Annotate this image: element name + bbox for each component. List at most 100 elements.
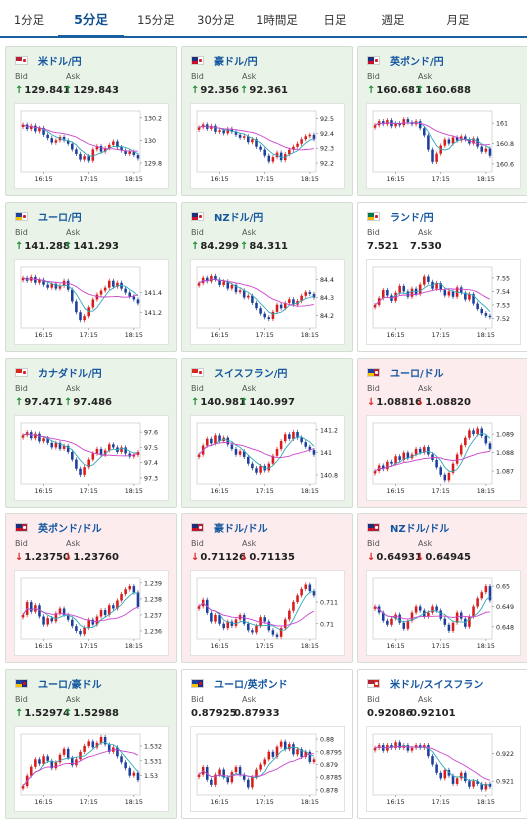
bid-value: 1.23750 [24, 552, 70, 563]
ask-value: 141.293 [73, 241, 119, 252]
pair-link[interactable]: ユーロ/英ポンド [191, 676, 288, 691]
candle-body [124, 589, 127, 595]
candle-body [373, 304, 377, 308]
tab-2[interactable]: 15分足 [137, 13, 175, 27]
candle-body [308, 446, 312, 451]
rate-card[interactable]: 豪ドル/ドル Bid Ask ↓0.71126 ↓0.71135 0.711 0.71 16:… [181, 513, 353, 663]
pair-link[interactable]: ランド/円 [367, 209, 434, 224]
candle-body [259, 146, 262, 150]
x-tick-label: 17:15 [432, 176, 450, 183]
rate-card[interactable]: NZドル/円 Bid Ask ↑84.299 ↑84.311 84.4 84.3 84.2 16… [181, 202, 353, 352]
candle-body [46, 438, 49, 443]
pair-link[interactable]: 英ポンド/ドル [15, 520, 102, 535]
ask-quote: ↓1.08820 [416, 397, 471, 408]
candlestick-chart[interactable]: 1.239 1.238 1.237 1.236 16:15 17:15 18:15 [14, 570, 169, 656]
tab-0[interactable]: 1分足 [13, 13, 45, 27]
candlestick-chart[interactable]: 84.4 84.3 84.2 16:15 17:15 18:15 [190, 259, 345, 345]
pair-link[interactable]: 英ポンド/円 [367, 53, 444, 68]
candle-body [238, 290, 242, 293]
tab-4[interactable]: 1時間足 [256, 13, 298, 27]
pair-link[interactable]: 米ドル/円 [15, 53, 82, 68]
candlestick-chart[interactable]: 0.88 0.8795 0.879 0.8785 0.878 16:15 17:15 18:1… [190, 726, 345, 812]
candle-body [271, 630, 275, 635]
candle-body [418, 606, 422, 611]
candle-body [300, 295, 303, 302]
x-tick-label: 16:15 [210, 643, 228, 650]
candle-body [288, 434, 291, 439]
candlestick-chart[interactable]: 130.2 130 129.8 16:15 17:15 18:15 [14, 103, 169, 189]
y-tick-label: 129.8 [144, 160, 162, 167]
candle-body [226, 621, 230, 629]
rate-card[interactable]: 豪ドル/円 Bid Ask ↑92.356 ↑92.361 92.5 92.4 92.3 92.… [181, 46, 353, 196]
candle-body [79, 153, 82, 160]
rate-card[interactable]: 英ポンド/ドル Bid Ask ↓1.23750 ↓1.23760 1.239 1.238 1… [5, 513, 177, 663]
tab-3[interactable]: 30分足 [197, 13, 235, 27]
candlestick-chart[interactable]: 141.2 141 140.8 16:15 17:15 18:15 [190, 415, 345, 501]
x-tick-label: 16:15 [34, 643, 52, 650]
candle-body [296, 749, 299, 755]
candlestick-chart[interactable]: 0.711 0.71 16:15 17:15 18:15 [190, 570, 345, 656]
ma-long-line [374, 746, 491, 781]
candlestick-chart[interactable]: 97.6 97.5 97.4 97.3 16:15 17:15 18:15 [14, 415, 169, 501]
rate-card[interactable]: 米ドル/スイスフラン Bid Ask 0.92086 0.92101 0.922 0.921… [357, 669, 527, 819]
candle-body [259, 465, 262, 473]
ma-long-line [22, 749, 139, 787]
candlestick-chart[interactable]: 7.55 7.54 7.53 7.52 16:15 17:15 18:15 [366, 259, 521, 345]
candlestick-chart[interactable]: 1.089 1.088 1.087 16:15 17:15 18:15 [366, 415, 521, 501]
tab-7[interactable]: 月足 [446, 13, 470, 27]
candlestick-chart[interactable]: 1.532 1.531 1.53 16:15 17:15 18:15 [14, 726, 169, 812]
pair-link[interactable]: 豪ドル/ドル [191, 520, 268, 535]
candle-body [79, 630, 82, 635]
tab-6[interactable]: 週足 [381, 13, 405, 27]
rate-card[interactable]: ユーロ/ドル Bid Ask ↓1.08816 ↓1.08820 1.089 1.088 1.… [357, 358, 527, 508]
pair-link[interactable]: ユーロ/円 [15, 209, 82, 224]
x-tick-label: 17:15 [432, 799, 450, 806]
tab-1[interactable]: 5分足 [58, 0, 124, 37]
rate-card[interactable]: ユーロ/豪ドル Bid Ask ↑1.52974 ↑1.52988 1.532 1.531 1… [5, 669, 177, 819]
tab-5[interactable]: 日足 [323, 13, 347, 27]
rate-card[interactable]: 英ポンド/円 Bid Ask ↑160.681 ↑160.688 161 160.8 160.… [357, 46, 527, 196]
rate-card[interactable]: NZドル/ドル Bid Ask ↓0.64931 ↓0.64945 0.65 0.649 0.… [357, 513, 527, 663]
candle-body [197, 454, 201, 458]
candlestick-chart[interactable]: 161 160.8 160.6 16:15 17:15 18:15 [366, 103, 521, 189]
candle-body [476, 428, 479, 435]
candle-body [116, 747, 119, 757]
pair-link[interactable]: ユーロ/豪ドル [15, 676, 102, 691]
candle-body [476, 138, 479, 147]
candle-body [259, 617, 262, 626]
rate-card[interactable]: カナダドル/円 Bid Ask ↑97.471 ↑97.486 97.6 97.5 97.4 9… [5, 358, 177, 508]
candlestick-chart[interactable]: 0.65 0.649 0.648 16:15 17:15 18:15 [366, 570, 521, 656]
candle-body [381, 465, 385, 470]
bid-label: Bid [15, 228, 28, 237]
pair-link[interactable]: 豪ドル/円 [191, 53, 258, 68]
bid-quote: ↑129.841 [15, 85, 70, 96]
candle-body [87, 156, 90, 161]
pair-link[interactable]: カナダドル/円 [15, 365, 102, 380]
candle-body [103, 736, 107, 745]
x-tick-label: 17:15 [432, 643, 450, 650]
rate-card[interactable]: ランド/円 Bid Ask 7.521 7.530 7.55 7.54 7.53 7.52 16:… [357, 202, 527, 352]
x-tick-label: 18:15 [125, 176, 143, 183]
candle-body [398, 285, 401, 293]
pair-link[interactable]: NZドル/円 [191, 209, 263, 224]
candlestick-chart[interactable]: 0.922 0.921 16:15 17:15 18:15 [366, 726, 521, 812]
pair-link[interactable]: スイスフラン/円 [191, 365, 287, 380]
candlestick-chart[interactable]: 92.5 92.4 92.3 92.2 16:15 17:15 18:15 [190, 103, 345, 189]
rate-card[interactable]: スイスフラン/円 Bid Ask ↑140.981 ↑140.997 141.2 141 14… [181, 358, 353, 508]
pair-link[interactable]: NZドル/ドル [367, 520, 449, 535]
rate-card[interactable]: ユーロ/英ポンド Bid Ask 0.87925 0.87933 0.88 0.8795 0.… [181, 669, 353, 819]
candle-body [234, 284, 238, 293]
rate-card[interactable]: 米ドル/円 Bid Ask ↑129.841 ↑129.843 130.2 130 129.8… [5, 46, 177, 196]
candle-body [124, 288, 127, 293]
pair-link[interactable]: ユーロ/ドル [367, 365, 444, 380]
candle-body [484, 313, 488, 316]
arrow-down-icon: ↓ [191, 552, 200, 563]
rate-card[interactable]: ユーロ/円 Bid Ask ↑141.288 ↑141.293 141.4 141.2 16:… [5, 202, 177, 352]
candle-body [71, 757, 74, 766]
candle-body [75, 149, 78, 154]
candlestick-chart[interactable]: 141.4 141.2 16:15 17:15 18:15 [14, 259, 169, 345]
pair-link[interactable]: 米ドル/スイスフラン [367, 676, 483, 691]
candle-body [21, 124, 25, 127]
ask-value: 7.530 [410, 241, 442, 252]
bid-value: 0.64931 [376, 552, 422, 563]
